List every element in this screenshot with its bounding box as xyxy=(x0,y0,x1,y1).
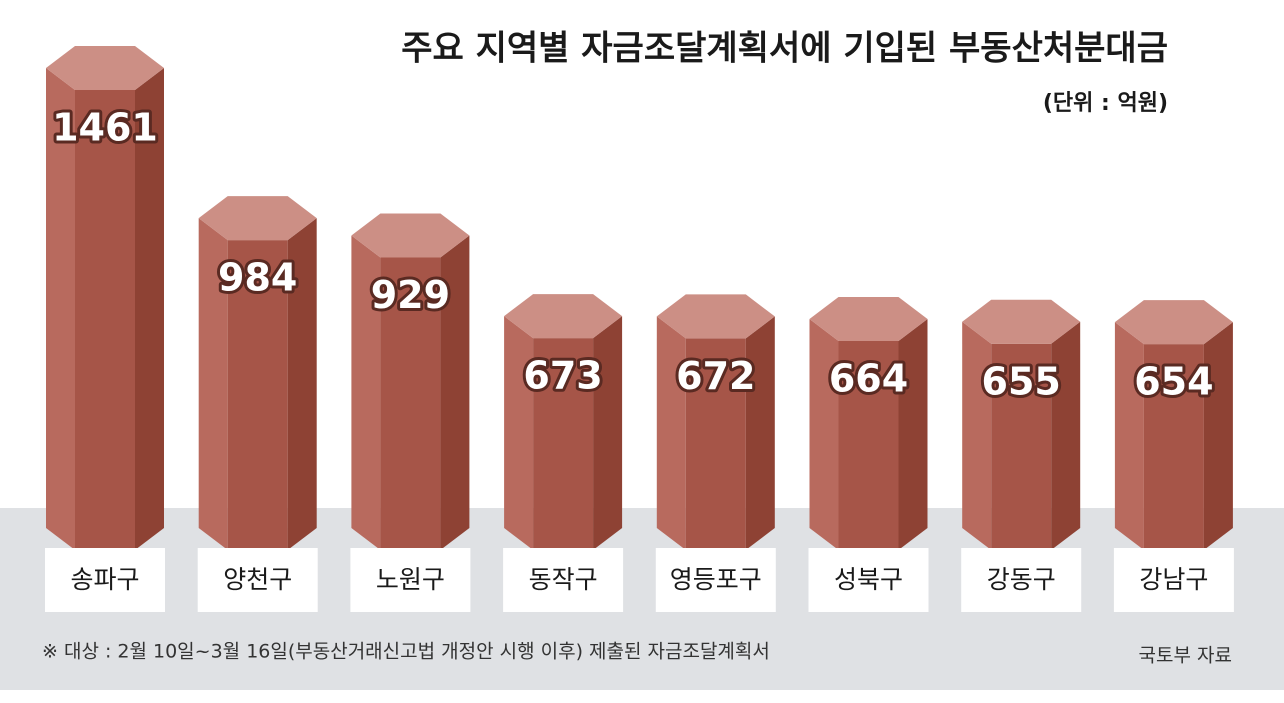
bar-face-right xyxy=(593,316,623,550)
bar-face-left xyxy=(656,316,686,550)
bar-prism xyxy=(1114,300,1233,550)
value-label: 655 xyxy=(982,359,1061,403)
bar-face-right xyxy=(1051,321,1081,550)
category-box xyxy=(503,548,624,612)
x-tick-label: 양천구 xyxy=(223,565,292,594)
bar-top xyxy=(504,294,623,339)
bar xyxy=(685,338,746,550)
bar-prism xyxy=(504,294,623,550)
x-tick-label: 강동구 xyxy=(987,565,1056,594)
bar-prism xyxy=(198,196,317,550)
bar-face-right xyxy=(745,316,775,550)
bar-face-left xyxy=(962,321,992,550)
category-box xyxy=(350,548,471,612)
bar xyxy=(838,340,899,550)
value-label: 1461 xyxy=(52,106,158,150)
floor-band xyxy=(0,508,1284,690)
bar xyxy=(1143,344,1204,550)
bar-prism xyxy=(809,296,928,550)
category-box xyxy=(655,548,776,612)
footnote: ※ 대상 : 2월 10일~3월 16일(부동산거래신고법 개정안 시행 이후)… xyxy=(42,641,770,663)
bar-face-left xyxy=(46,68,75,550)
bar-prism xyxy=(46,46,164,550)
bar-top xyxy=(656,294,775,339)
bar-face-left xyxy=(504,316,534,550)
bar-top xyxy=(1114,300,1233,345)
bar-prism xyxy=(351,213,470,550)
source: 국토부 자료 xyxy=(1139,645,1232,667)
value-label: 654 xyxy=(1134,360,1213,404)
x-tick-label: 영등포구 xyxy=(670,565,762,594)
chart-title: 주요 지역별 자금조달계획서에 기입된 부동산처분대금 xyxy=(401,29,1168,69)
bar xyxy=(533,338,594,550)
category-box xyxy=(197,548,318,612)
bar-face-right xyxy=(440,235,470,550)
bar-face-left xyxy=(1114,322,1144,550)
value-label: 664 xyxy=(829,356,908,400)
bar-top xyxy=(809,296,928,341)
bar xyxy=(227,240,288,550)
bar-face-left xyxy=(351,235,381,550)
x-tick-label: 성북구 xyxy=(834,565,903,594)
bar xyxy=(991,343,1052,550)
category-box xyxy=(808,548,929,612)
category-box xyxy=(961,548,1082,612)
bar-face-right xyxy=(1203,322,1233,550)
category-box xyxy=(1113,548,1234,612)
bar xyxy=(75,90,135,550)
bar-top xyxy=(962,299,1081,344)
bar-face-right xyxy=(898,318,928,550)
x-tick-label: 노원구 xyxy=(376,565,445,594)
bar-prism xyxy=(962,299,1081,550)
value-label: 984 xyxy=(218,256,297,300)
value-label: 929 xyxy=(371,273,450,317)
value-label: 672 xyxy=(676,354,755,398)
bar-top xyxy=(198,196,317,241)
value-label: 673 xyxy=(523,354,602,398)
bar-face-right xyxy=(135,68,164,550)
bar xyxy=(380,257,441,550)
x-tick-label: 동작구 xyxy=(529,565,598,594)
bar-top xyxy=(46,46,164,90)
bar-face-left xyxy=(809,318,839,550)
x-tick-label: 송파구 xyxy=(70,565,139,594)
bar-face-left xyxy=(198,218,228,550)
chart-subtitle: (단위 : 억원) xyxy=(1043,91,1168,116)
category-box xyxy=(45,548,165,612)
bar-top xyxy=(351,213,470,258)
bar-face-right xyxy=(287,218,317,550)
bar-prism xyxy=(656,294,775,550)
x-tick-label: 강남구 xyxy=(1139,565,1208,594)
